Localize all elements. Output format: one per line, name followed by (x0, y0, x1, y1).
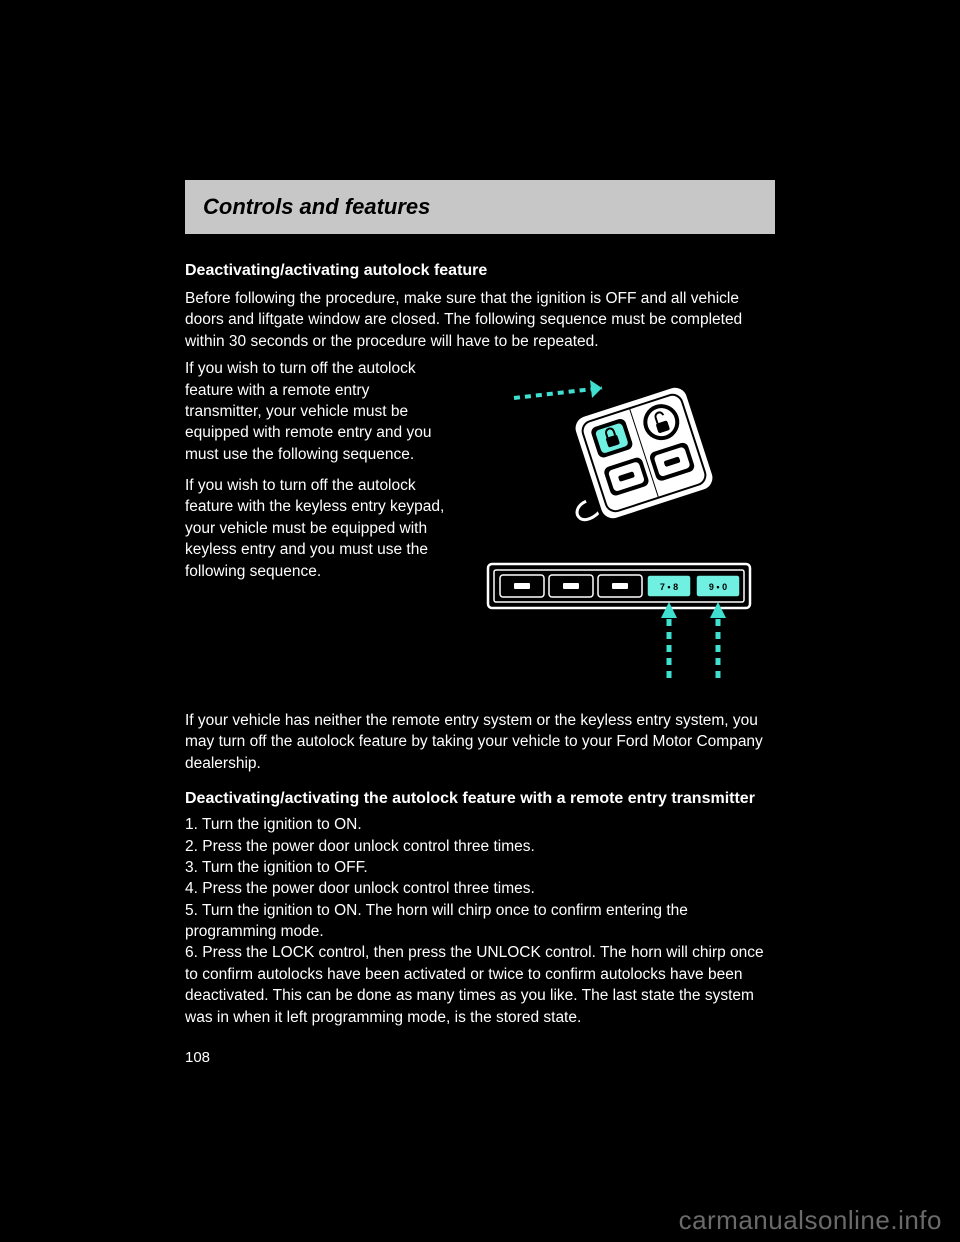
remote-fob-figure (494, 358, 744, 539)
page-number: 108 (185, 1048, 775, 1069)
keypad-btn-1 (500, 575, 544, 597)
dealership-paragraph: If your vehicle has neither the remote e… (185, 710, 775, 774)
svg-text:9 • 0: 9 • 0 (709, 582, 727, 592)
step-3: 3. Turn the ignition to OFF. (185, 857, 775, 878)
svg-text:7 • 8: 7 • 8 (660, 582, 678, 592)
keypad-btn-5: 9 • 0 (696, 575, 740, 597)
keypad-btn-3 (598, 575, 642, 597)
step-1: 1. Turn the ignition to ON. (185, 814, 775, 835)
keypad-paragraph: If you wish to turn off the autolock fea… (185, 475, 445, 582)
keypad-arrow-right (710, 602, 726, 678)
fob-arrow (514, 380, 602, 398)
section-header-text: Controls and features (203, 194, 430, 219)
page-content: Deactivating/activating autolock feature… (185, 260, 775, 1069)
step-2: 2. Press the power door unlock control t… (185, 836, 775, 857)
intro-paragraph: Before following the procedure, make sur… (185, 288, 775, 352)
step-4: 4. Press the power door unlock control t… (185, 878, 775, 899)
subheading-transmitter-procedure: Deactivating/activating the autolock fea… (185, 788, 775, 810)
keypad-btn-4: 7 • 8 (647, 575, 691, 597)
right-column-figures: 7 • 8 9 • 0 (463, 358, 775, 704)
keypad-arrow-left (661, 602, 677, 678)
two-column-region: If you wish to turn off the autolock fea… (185, 358, 775, 704)
manual-page: Controls and features Deactivating/activ… (185, 180, 775, 1069)
keypad-figure: 7 • 8 9 • 0 (484, 558, 754, 704)
left-column: If you wish to turn off the autolock fea… (185, 358, 445, 704)
step-6: 6. Press the LOCK control, then press th… (185, 942, 775, 1028)
step-5: 5. Turn the ignition to ON. The horn wil… (185, 900, 775, 943)
keypad-btn-2 (549, 575, 593, 597)
watermark: carmanualsonline.info (679, 1205, 942, 1236)
section-header: Controls and features (185, 180, 775, 234)
subheading-deactivate: Deactivating/activating autolock feature (185, 260, 775, 282)
transmitter-paragraph: If you wish to turn off the autolock fea… (185, 358, 445, 465)
